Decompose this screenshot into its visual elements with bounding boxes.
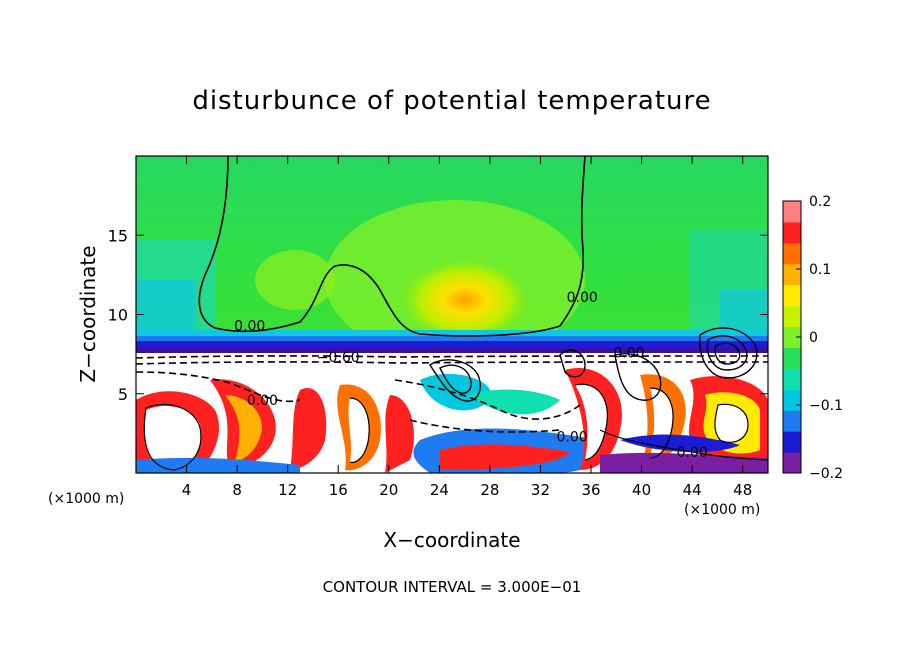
contour-label: 0.00 [677,445,708,461]
colorbar: 0.2 0.1 0 −0.1 −0.2 [782,194,843,482]
chart-title: disturbunce of potential temperature [192,86,712,116]
colorbar-segment [783,452,801,474]
x-tick-label: 12 [278,481,297,499]
x-tick-label: 20 [379,481,398,499]
colorbar-segment [783,201,801,223]
y-tick-label: 10 [108,306,128,325]
colorbar-tick-label: 0.2 [809,194,831,210]
contour-labels: 0.00 0.00 −0.60 0.00 0.00 0.00 0.00 [234,290,708,461]
colorbar-tick-label: −0.1 [809,398,843,414]
colorbar-segment [783,347,801,369]
x-unit-label-left: (×1000 m) [48,491,125,507]
colorbar-tick-label: 0.1 [809,262,831,278]
x-axis-label: X−coordinate [383,528,521,552]
y-axis-label: Z−coordinate [76,245,100,383]
colorbar-segment [783,431,801,453]
colorbar-segment [783,326,801,348]
x-tick-label: 36 [581,481,600,499]
boundary-layer-plumes [136,368,768,473]
colorbar-segment [783,263,801,286]
x-tick-label: 48 [733,481,752,499]
x-tick-label: 4 [182,481,192,499]
contour-label: −0.60 [317,350,360,366]
y-tick-label: 15 [108,226,128,245]
colorbar-segment [783,389,801,411]
colorbar-tick-label: 0 [809,330,818,346]
field-shading [136,156,768,473]
colorbar-tick-label: −0.2 [809,466,843,482]
y-tick-label: 5 [118,385,128,404]
colorbar-segment [783,305,801,328]
contour-label: 0.00 [556,429,587,445]
x-tick-label: 44 [683,481,702,499]
x-tick-label: 24 [430,481,449,499]
colorbar-segment [783,410,801,432]
x-tick-label: 16 [329,481,348,499]
contour-interval-note: CONTOUR INTERVAL = 3.000E−01 [322,578,582,596]
x-tick-label: 32 [531,481,550,499]
colorbar-segment [783,242,801,265]
contour-lines [136,156,768,471]
contour-label: 0.00 [613,345,644,361]
colorbar-segment [783,368,801,390]
contour-label: 0.00 [247,393,278,409]
contour-label: 0.00 [567,290,598,306]
y-axis: 5 10 15 [108,226,768,404]
x-tick-label: 40 [632,481,651,499]
colorbar-segment [783,284,801,307]
x-unit-label-right: (×1000 m) [684,502,761,518]
x-axis: 4 8 12 16 20 24 28 32 36 40 44 48 [182,156,752,499]
colorbar-segment [783,221,801,244]
x-tick-label: 28 [480,481,499,499]
x-tick-label: 8 [232,481,242,499]
contour-label: 0.00 [234,318,265,334]
